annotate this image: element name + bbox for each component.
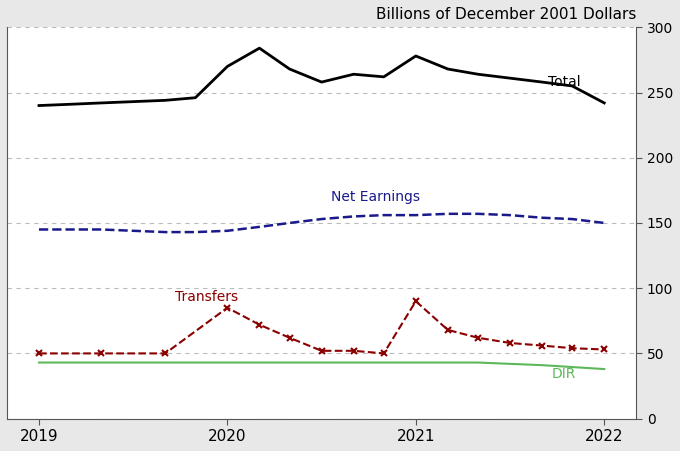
Text: DIR: DIR xyxy=(551,367,576,381)
Text: Transfers: Transfers xyxy=(175,290,238,304)
Text: Total: Total xyxy=(547,75,580,89)
Text: Billions of December 2001 Dollars: Billions of December 2001 Dollars xyxy=(376,7,636,22)
Text: Net Earnings: Net Earnings xyxy=(331,190,420,204)
